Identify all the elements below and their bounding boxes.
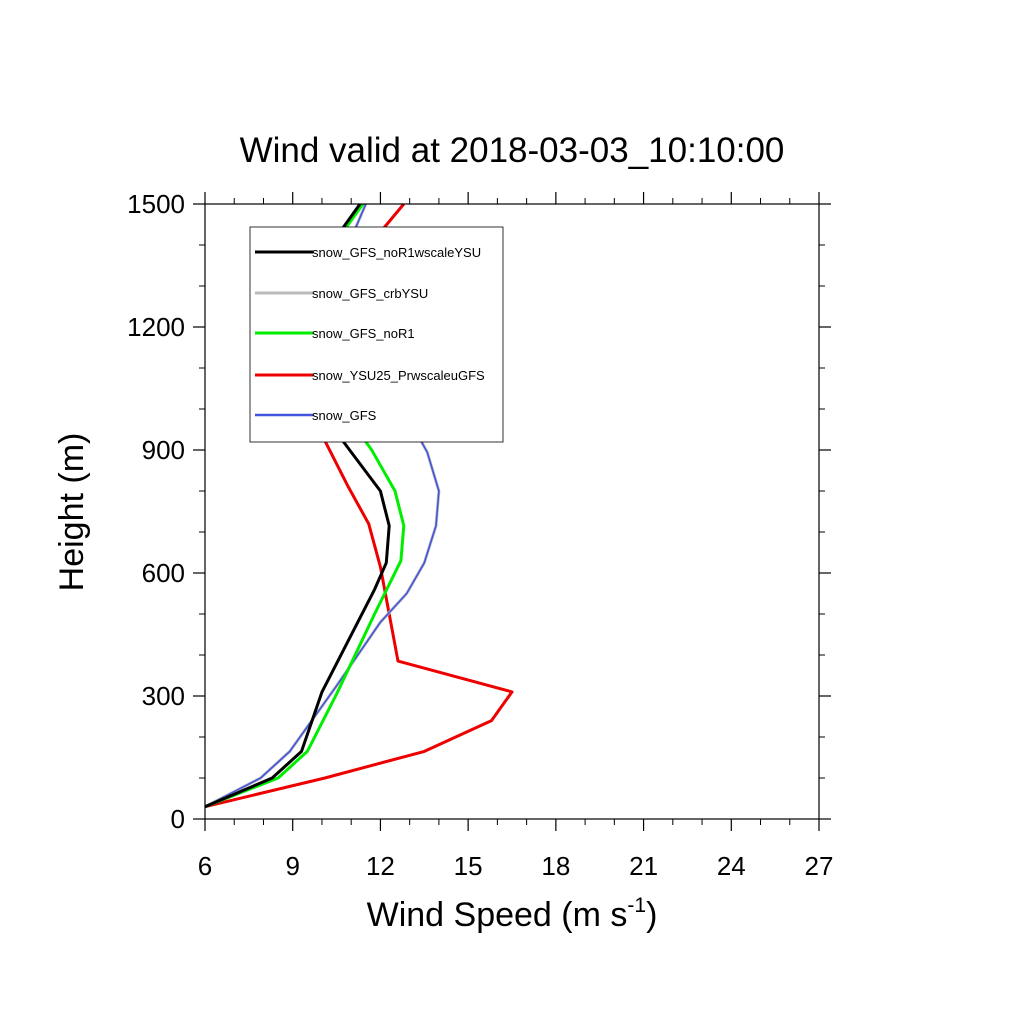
x-tick-label: 27	[805, 851, 834, 881]
x-tick-label: 12	[366, 851, 395, 881]
legend-label-snow_GFS_noR1wscaleYSU: snow_GFS_noR1wscaleYSU	[312, 245, 481, 260]
x-tick-label: 24	[717, 851, 746, 881]
ticks-layer	[193, 192, 831, 831]
legend-items: snow_GFS_noR1wscaleYSU snow_GFS_crbYSUsno…	[255, 245, 485, 423]
y-tick-label: 0	[171, 804, 185, 834]
chart-title: Wind valid at 2018-03-03_10:10:00	[240, 131, 785, 170]
x-axis-label-superscript: -1	[627, 894, 646, 917]
y-tick-label: 600	[142, 558, 185, 588]
y-tick-label: 900	[142, 435, 185, 465]
legend-label-snow_GFS_noR1: snow_GFS_noR1	[312, 326, 415, 341]
tick-labels-layer: 6 9 12 15 18 21 24 27 0 300 600 900 1200 1500	[127, 189, 833, 881]
legend-label-snow_GFS: snow_GFS	[312, 408, 377, 423]
x-axis-label-main: Wind Speed (m s	[367, 896, 628, 934]
x-tick-label: 9	[285, 851, 299, 881]
y-tick-label: 300	[142, 681, 185, 711]
legend-label-snow_YSU25_PrwscaleuGFS: snow_YSU25_PrwscaleuGFS	[312, 368, 485, 383]
legend-label-snow_GFS_crbYSU: snow_GFS_crbYSU	[312, 286, 428, 301]
x-tick-label: 6	[198, 851, 212, 881]
plot-frame	[204, 203, 820, 820]
y-tick-label: 1200	[127, 312, 185, 342]
legend: snow_GFS_noR1wscaleYSU snow_GFS_crbYSUsno…	[249, 226, 504, 443]
x-tick-label: 18	[541, 851, 570, 881]
y-axis-label: Height (m)	[53, 433, 91, 592]
x-axis-label: Wind Speed (m s-1)	[367, 894, 658, 934]
x-tick-label: 15	[454, 851, 483, 881]
x-tick-label: 21	[629, 851, 658, 881]
x-axis-label-end: )	[646, 896, 657, 934]
y-tick-label: 1500	[127, 189, 185, 219]
